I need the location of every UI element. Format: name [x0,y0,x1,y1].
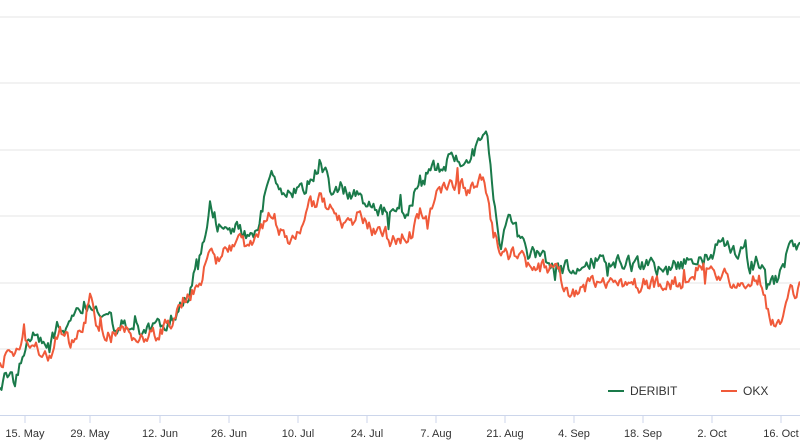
legend: DERIBIT OKX [608,384,768,398]
series-line-deribit [0,130,800,391]
x-tick-label: 21. Aug [486,428,523,440]
x-tick-label: 2. Oct [697,428,726,440]
series-line-okx [0,167,800,369]
x-tick-label: 15. May [5,428,45,440]
series-layer [0,130,800,391]
legend-label-deribit: DERIBIT [630,384,678,398]
x-axis: 15. May 29. May 12. Jun 26. Jun 10. Jul 24. J… [0,415,800,440]
x-tick-label: 18. Sep [624,428,662,440]
x-tick-label: 10. Jul [282,428,314,440]
legend-label-okx: OKX [743,384,768,398]
x-tick-label: 4. Sep [558,428,590,440]
x-tick-label: 12. Jun [142,428,178,440]
x-tick-label: 26. Jun [211,428,247,440]
x-tick-label: 16. Oct [763,428,798,440]
grid [0,16,800,350]
x-tick-label: 7. Aug [420,428,451,440]
x-tick-label: 24. Jul [351,428,383,440]
x-tick-label: 29. May [70,428,110,440]
